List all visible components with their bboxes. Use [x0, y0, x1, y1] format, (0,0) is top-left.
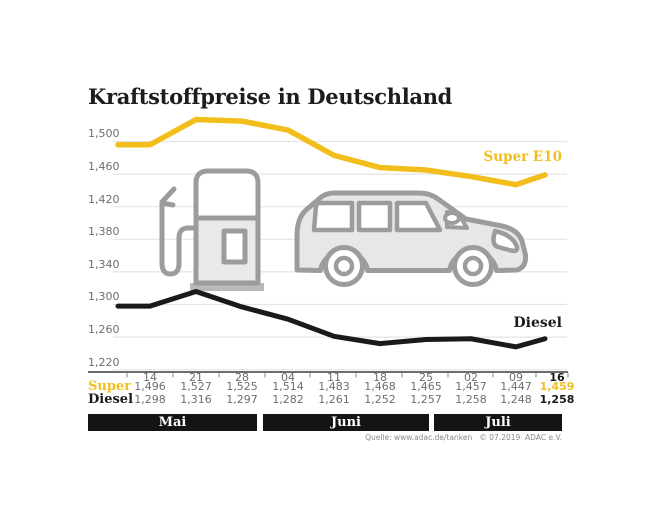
date-label: 04 — [281, 371, 295, 384]
y-tick-label: 1,420 — [88, 193, 120, 206]
super-row-label: Super — [88, 379, 132, 394]
source-note: Quelle: www.adac.de/tanken © 07.2019 ADA… — [365, 433, 562, 442]
diesel-value: 1,258 — [455, 393, 487, 406]
super-e10-line-label: Super E10 — [483, 149, 562, 165]
date-label: 18 — [373, 371, 387, 384]
car-wheel-rear-hub — [333, 255, 355, 277]
super-value: 1,447 — [500, 380, 532, 393]
diesel-value-current: 1,258 — [539, 393, 575, 406]
y-tick-label: 1,500 — [88, 127, 120, 140]
diesel-line-label: Diesel — [513, 315, 562, 331]
diesel-value: 1,298 — [134, 393, 166, 406]
date-label: 28 — [235, 371, 249, 384]
month-bar-mai: Mai — [88, 414, 257, 431]
month-bar-juni: Juni — [263, 414, 429, 431]
pump-nozzle-handle — [159, 200, 176, 208]
car-window-front — [394, 200, 443, 233]
super-value: 1,465 — [410, 380, 442, 393]
diesel-value: 1,257 — [410, 393, 442, 406]
car-window-middle — [356, 200, 393, 233]
car-icon — [294, 190, 529, 287]
y-tick-label: 1,300 — [88, 290, 120, 303]
car-headlight — [491, 228, 520, 254]
pump-window — [221, 228, 248, 265]
y-tick-label: 1,340 — [88, 258, 120, 271]
diesel-value: 1,297 — [226, 393, 258, 406]
y-tick-label: 1,220 — [88, 356, 120, 369]
car-window-rear — [311, 200, 355, 233]
y-tick-label: 1,260 — [88, 323, 120, 336]
date-label: 14 — [143, 371, 157, 384]
month-bar-juli: Juli — [434, 414, 562, 431]
x-axis — [88, 371, 569, 378]
super-value: 1,483 — [318, 380, 350, 393]
car-wheel-front-hub — [462, 255, 484, 277]
super-value: 1,525 — [226, 380, 258, 393]
date-label: 21 — [189, 371, 203, 384]
diesel-value: 1,248 — [500, 393, 532, 406]
date-label: 02 — [464, 371, 478, 384]
super-value: 1,527 — [180, 380, 212, 393]
car-mirror — [443, 211, 461, 225]
super-value: 1,496 — [134, 380, 166, 393]
super-value: 1,468 — [364, 380, 396, 393]
y-tick-label: 1,380 — [88, 225, 120, 238]
page-title: Kraftstoffpreise in Deutschland — [88, 84, 453, 109]
super-value: 1,514 — [272, 380, 304, 393]
diesel-row-label: Diesel — [88, 392, 134, 407]
date-label: 09 — [509, 371, 523, 384]
date-label-current: 16 — [549, 371, 565, 384]
diesel-value: 1,316 — [180, 393, 212, 406]
diesel-value: 1,282 — [272, 393, 304, 406]
price-lines — [115, 116, 548, 350]
super-value-current: 1,459 — [539, 380, 575, 393]
y-tick-label: 1,460 — [88, 160, 120, 173]
pump-hose — [159, 215, 199, 277]
date-label: 25 — [419, 371, 433, 384]
super-value: 1,457 — [455, 380, 487, 393]
pump-base — [190, 283, 264, 291]
date-label: 11 — [327, 371, 341, 384]
diesel-value: 1,252 — [364, 393, 396, 406]
diesel-value: 1,261 — [318, 393, 350, 406]
fuel-pump-icon — [159, 168, 264, 291]
